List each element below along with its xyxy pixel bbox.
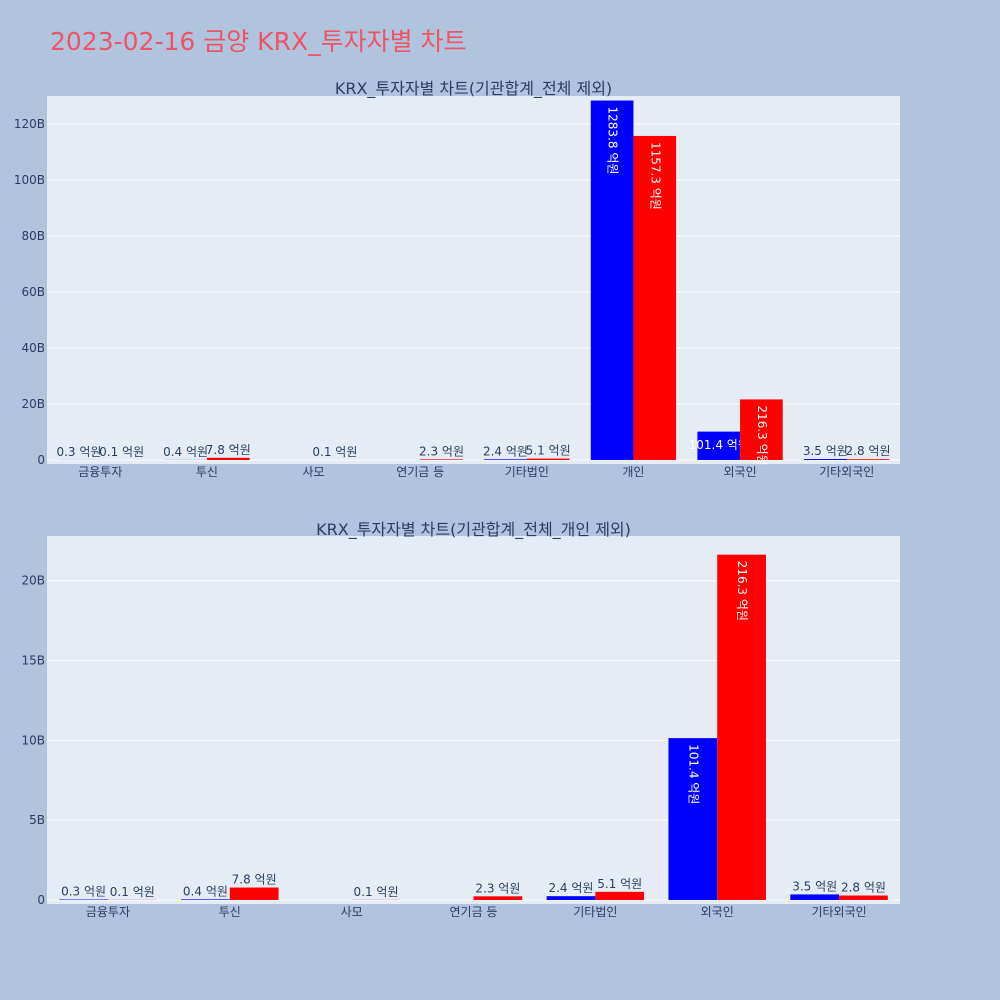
data-label: 2.4 억원 <box>548 881 593 895</box>
bar <box>229 887 279 900</box>
data-label: 0.1 억원 <box>354 885 399 899</box>
data-label: 1157.3 억원 <box>648 142 662 210</box>
bar <box>206 457 250 460</box>
data-label: 0.1 억원 <box>99 445 144 459</box>
data-label: 5.1 억원 <box>526 444 571 458</box>
x-tick-label: 개인 <box>622 465 644 479</box>
data-label: 0.3 억원 <box>61 885 106 899</box>
data-label: 2.8 억원 <box>841 881 886 895</box>
bar <box>846 459 890 460</box>
data-label: 0.4 억원 <box>163 445 208 459</box>
x-tick-label: 금융투자 <box>78 465 122 479</box>
bar <box>181 899 230 900</box>
bar <box>790 894 840 900</box>
y-tick-label: 60B <box>21 285 45 299</box>
data-label: 7.8 억원 <box>206 443 251 457</box>
data-label: 3.5 억원 <box>792 879 837 893</box>
x-tick-label: 연기금 등 <box>450 905 498 919</box>
bar <box>526 458 570 460</box>
bar <box>740 399 783 460</box>
y-tick-label: 0 <box>37 453 45 467</box>
data-label: 3.5 억원 <box>803 444 848 458</box>
y-tick-label: 100B <box>14 173 45 187</box>
bar <box>839 895 888 900</box>
bar <box>595 891 645 900</box>
y-tick-label: 80B <box>21 229 45 243</box>
data-label: 0.1 억원 <box>110 885 155 899</box>
y-tick-label: 120B <box>14 117 45 131</box>
data-label: 216.3 억원 <box>755 405 769 465</box>
x-tick-label: 외국인 <box>701 905 734 919</box>
chart-title: KRX_투자자별 차트(기관합계_전체 제외) <box>335 79 612 99</box>
bar <box>633 135 677 460</box>
y-tick-label: 20B <box>21 397 45 411</box>
data-label: 101.4 억원 <box>686 744 700 804</box>
bar <box>717 554 766 900</box>
data-label: 0.3 억원 <box>56 445 101 459</box>
data-label: 2.3 억원 <box>475 881 520 895</box>
data-label: 0.4 억원 <box>183 884 228 898</box>
data-label: 5.1 억원 <box>597 877 642 891</box>
data-label: 216.3 억원 <box>735 561 749 621</box>
x-tick-label: 기타외국인 <box>819 465 874 479</box>
bar <box>546 896 596 900</box>
x-tick-label: 금융투자 <box>86 905 130 919</box>
bar <box>668 738 718 900</box>
bar <box>473 896 523 900</box>
data-label: 0.1 억원 <box>312 445 357 459</box>
x-tick-label: 연기금 등 <box>396 465 444 479</box>
y-tick-label: 40B <box>21 341 45 355</box>
x-tick-label: 기타법인 <box>573 905 617 919</box>
plot-area <box>47 536 900 904</box>
bar <box>420 459 463 460</box>
data-label: 2.3 억원 <box>419 444 464 458</box>
x-tick-label: 투신 <box>196 465 218 479</box>
data-label: 101.4 억원 <box>689 438 749 452</box>
data-label: 1283.8 억원 <box>606 107 620 175</box>
y-tick-label: 10B <box>21 733 45 747</box>
x-tick-label: 외국인 <box>724 465 757 479</box>
bar <box>804 459 847 460</box>
x-tick-label: 기타법인 <box>505 465 549 479</box>
x-tick-label: 투신 <box>219 905 241 919</box>
data-label: 2.8 억원 <box>846 444 891 458</box>
y-tick-label: 0 <box>37 893 45 907</box>
x-tick-label: 기타외국인 <box>811 905 866 919</box>
bar <box>484 459 527 460</box>
page-title: 2023-02-16 금양 KRX_투자자별 차트 <box>50 27 467 56</box>
data-label: 7.8 억원 <box>232 873 277 887</box>
x-tick-label: 사모 <box>341 905 363 919</box>
x-tick-label: 사모 <box>303 465 325 479</box>
bar <box>697 431 741 460</box>
data-label: 2.4 억원 <box>483 444 528 458</box>
y-tick-label: 5B <box>29 813 45 827</box>
y-tick-label: 20B <box>21 574 45 588</box>
bar <box>590 100 634 460</box>
chart-title: KRX_투자자별 차트(기관합계_전체_개인 제외) <box>316 520 631 540</box>
y-tick-label: 15B <box>21 654 45 668</box>
